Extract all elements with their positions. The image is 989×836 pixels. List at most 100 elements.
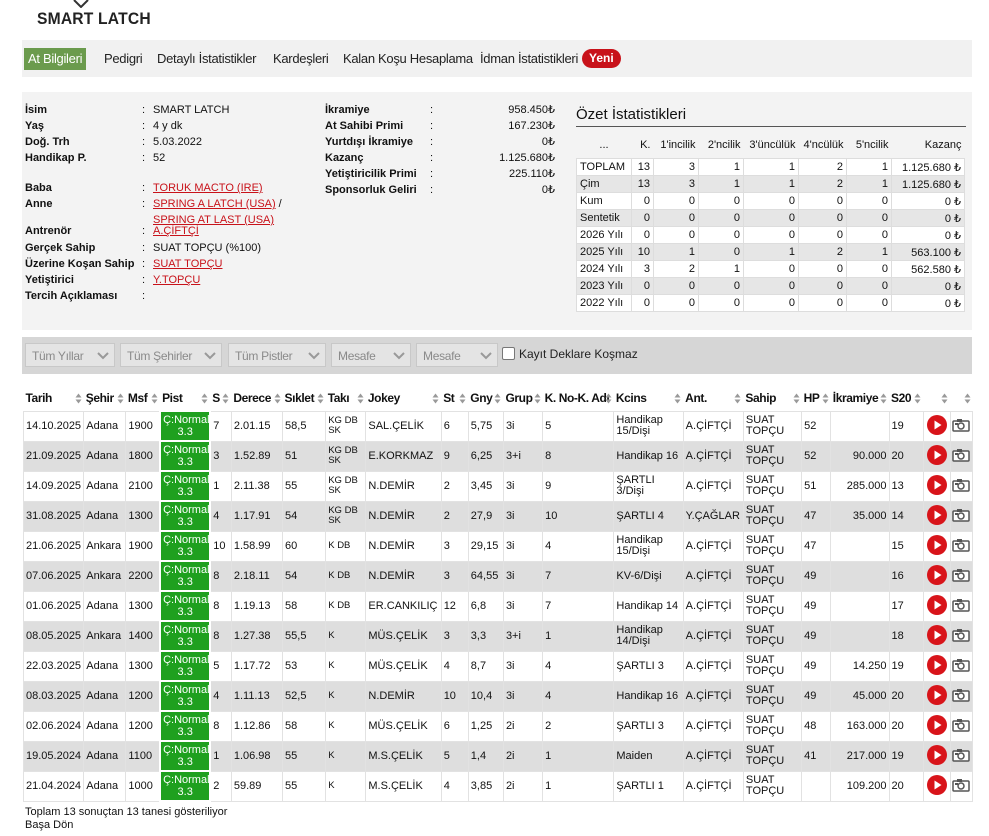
- video-button[interactable]: [926, 774, 947, 795]
- photo-button[interactable]: [952, 688, 971, 702]
- sort-arrows: [274, 393, 281, 404]
- result-cell: A.ÇİFTÇİ: [682, 440, 744, 472]
- results-header-cell[interactable]: Sıklet: [283, 386, 326, 411]
- video-button[interactable]: [926, 624, 947, 645]
- tab[interactable]: Kalan Koşu Hesaplama: [343, 51, 473, 66]
- result-cell: 1.52.89: [230, 440, 284, 472]
- tab[interactable]: Kardeşleri: [273, 51, 329, 66]
- video-button[interactable]: [926, 744, 947, 765]
- result-cell: [830, 590, 890, 622]
- video-button[interactable]: [926, 594, 947, 615]
- chevron: [97, 352, 109, 360]
- tab[interactable]: Pedigri: [104, 51, 143, 66]
- video-cell: [922, 620, 951, 652]
- result-cell: 3+i: [502, 440, 544, 472]
- result-cell: KG DB SK: [325, 410, 367, 442]
- photo-button[interactable]: [952, 448, 971, 462]
- results-header-cell[interactable]: Sahip: [743, 386, 801, 411]
- result-cell: 6: [440, 410, 469, 442]
- checkbox-box[interactable]: [502, 347, 515, 360]
- header-text: Jokey: [367, 391, 400, 406]
- checkbox[interactable]: Kayıt Deklare Koşmaz: [502, 347, 638, 361]
- result-cell: 52: [801, 440, 832, 472]
- results-header-cell[interactable]: S: [210, 386, 231, 411]
- results-header-cell[interactable]: Tarih: [24, 386, 84, 411]
- info-link[interactable]: A.ÇİFTÇİ: [153, 225, 199, 237]
- info-link[interactable]: SPRING A LATCH (USA): [153, 198, 276, 210]
- header-text: St: [443, 391, 455, 406]
- results-header-cell[interactable]: Jokey: [366, 386, 441, 411]
- photo-button[interactable]: [952, 748, 971, 762]
- results-header-cell[interactable]: İkramiye: [831, 386, 889, 411]
- video-button[interactable]: [926, 504, 947, 525]
- result-cell: 17: [888, 590, 924, 622]
- result-cell: SUAT TOPÇU: [742, 500, 803, 532]
- video-button[interactable]: [926, 654, 947, 675]
- results-header-cell[interactable]: Pist: [160, 386, 210, 411]
- info-link[interactable]: Y.TOPÇU: [153, 274, 201, 286]
- summary-cell: 1: [743, 158, 799, 176]
- tab[interactable]: At Bilgileri: [24, 48, 87, 70]
- filter-select[interactable]: Tüm Şehirler: [120, 343, 222, 367]
- result-cell: Adana: [83, 500, 127, 532]
- photo-button[interactable]: [952, 628, 971, 642]
- info-link[interactable]: SPRING AT LAST (USA): [153, 214, 275, 226]
- filter-select[interactable]: Mesafe: [416, 343, 498, 367]
- sort-arrows: [793, 393, 800, 404]
- photo-button[interactable]: [952, 658, 971, 672]
- tab[interactable]: Detaylı İstatistikler: [157, 51, 257, 66]
- filter-select[interactable]: Mesafe: [331, 343, 411, 367]
- back-to-top[interactable]: Başa Dön: [25, 819, 74, 831]
- info-link[interactable]: TORUK MACTO (IRE): [153, 182, 263, 194]
- photo-button[interactable]: [952, 478, 971, 492]
- photo-button[interactable]: [952, 778, 971, 792]
- video-cell: [922, 500, 951, 532]
- photo-button[interactable]: [952, 508, 971, 522]
- track-text: 3.3: [177, 636, 193, 648]
- result-cell: 3: [209, 440, 232, 472]
- result-cell: 1300: [125, 500, 161, 532]
- photo-button[interactable]: [952, 568, 971, 582]
- results-header-cell[interactable]: HP: [802, 386, 831, 411]
- results-header-cell[interactable]: Grup: [503, 386, 542, 411]
- photo-button[interactable]: [952, 718, 971, 732]
- result-cell: SUAT TOPÇU: [742, 410, 803, 442]
- results-header-cell[interactable]: S20: [889, 386, 923, 411]
- video-button[interactable]: [926, 414, 947, 435]
- video-button[interactable]: [926, 534, 947, 555]
- video-button[interactable]: [926, 714, 947, 735]
- info-link[interactable]: SUAT TOPÇU: [153, 258, 223, 270]
- photo-button[interactable]: [952, 418, 971, 432]
- result-cell: 13: [888, 470, 924, 502]
- video-button[interactable]: [926, 474, 947, 495]
- video-button[interactable]: [926, 564, 947, 585]
- results-header-cell[interactable]: Kcins: [614, 386, 683, 411]
- tab[interactable]: İdman İstatistikleri: [480, 51, 579, 66]
- results-header-cell[interactable]: Msf: [126, 386, 160, 411]
- track-cell: Ç:Normal 3.3: [159, 680, 212, 712]
- results-header-cell[interactable]: Ant.: [683, 386, 743, 411]
- video-button[interactable]: [926, 444, 947, 465]
- results-header-cell[interactable]: St: [441, 386, 468, 411]
- result-cell: 19.05.2024: [22, 740, 85, 772]
- result-cell: 19: [888, 650, 924, 682]
- photo-button[interactable]: [952, 538, 971, 552]
- result-cell: A.ÇİFTÇİ: [682, 620, 744, 652]
- results-header-cell[interactable]: Şehir: [84, 386, 126, 411]
- info-value: 52: [153, 152, 166, 164]
- filter-select[interactable]: Tüm Yıllar: [25, 343, 115, 367]
- results-header-cell[interactable]: K. No-K. Adı: [543, 386, 614, 411]
- photo-button[interactable]: [952, 598, 971, 612]
- summary-cell: 0: [743, 226, 799, 244]
- summary-cell: 0: [743, 209, 799, 227]
- track-text: 3.3: [177, 786, 193, 798]
- filter-select[interactable]: Tüm Pistler: [228, 343, 326, 367]
- results-header-cell[interactable]: Derece: [231, 386, 282, 411]
- header-text: Grup: [505, 391, 533, 406]
- results-header-cell[interactable]: Gny: [468, 386, 503, 411]
- result-cell: SUAT TOPÇU: [742, 440, 803, 472]
- info-value: 225.110₺: [509, 168, 555, 180]
- result-row: 21.09.2025 Adana 1800 Ç:Normal 3.3 3 1.52.89 51…: [22, 440, 974, 472]
- video-button[interactable]: [926, 684, 947, 705]
- results-header-cell[interactable]: Takı: [326, 386, 366, 411]
